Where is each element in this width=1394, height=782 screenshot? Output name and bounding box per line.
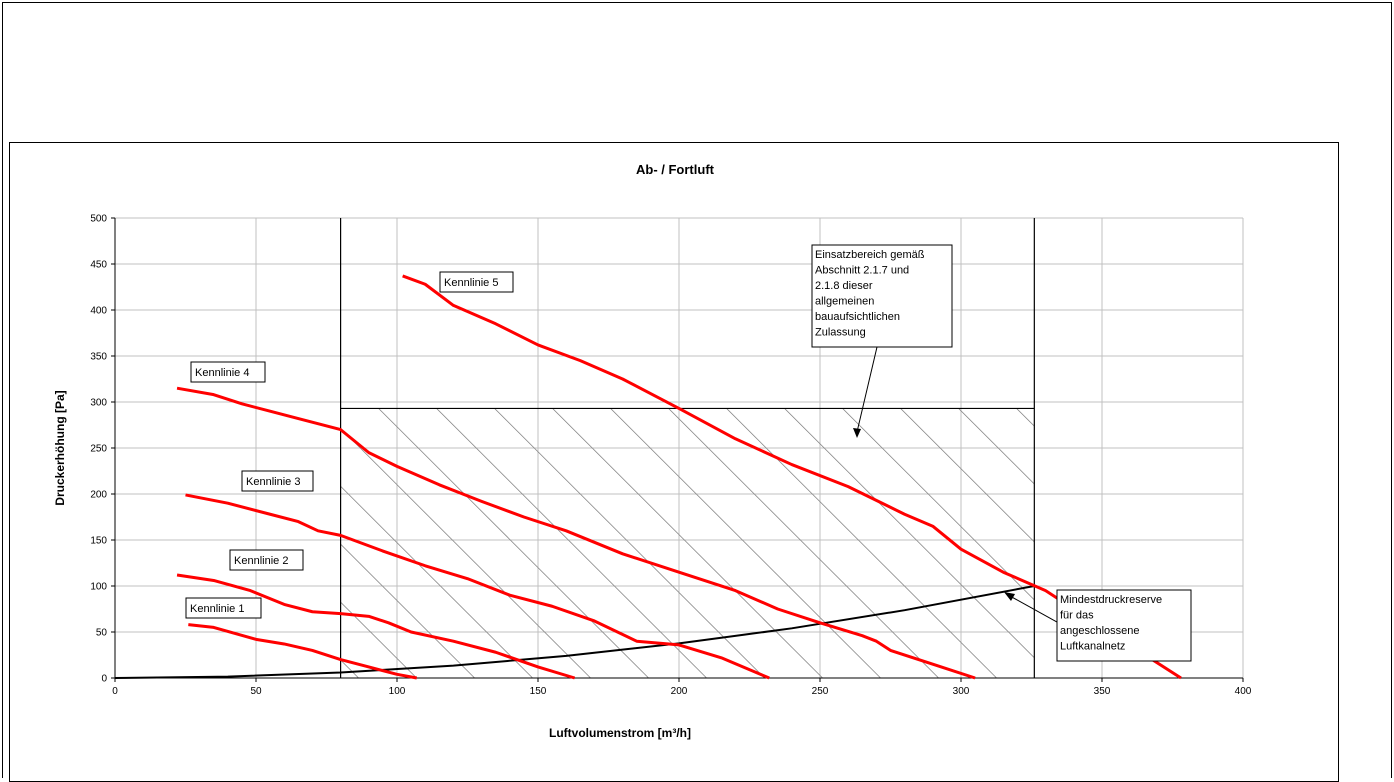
hatch-line bbox=[340, 659, 359, 678]
y-tick-label: 0 bbox=[101, 674, 107, 685]
hatch-line bbox=[1249, 408, 1394, 678]
reserve-annotation-box bbox=[1056, 589, 1192, 662]
x-tick-label: 150 bbox=[530, 686, 547, 697]
y-tick-label: 250 bbox=[90, 444, 107, 455]
range-annotation-line: bauaufsichtlichen bbox=[815, 311, 900, 323]
range-annotation-line: 2.1.8 dieser bbox=[815, 280, 873, 292]
y-tick-label: 450 bbox=[90, 260, 107, 271]
x-tick-label: 200 bbox=[671, 686, 688, 697]
y-tick-label: 500 bbox=[90, 214, 107, 225]
reserve-annotation-line: angeschlossene bbox=[1060, 625, 1140, 637]
range-arrow-line bbox=[856, 346, 878, 433]
range-annotation-line: allgemeinen bbox=[815, 296, 874, 308]
reserve-annotation-line: für das bbox=[1060, 610, 1094, 622]
reserve-arrow-head bbox=[1004, 592, 1015, 601]
series-label-k5: Kennlinie 5 bbox=[444, 277, 498, 289]
y-tick-label: 400 bbox=[90, 306, 107, 317]
series-line-kennlinie-2 bbox=[176, 573, 576, 680]
hatch-line bbox=[494, 408, 765, 678]
series-line-kennlinie-1 bbox=[188, 623, 418, 680]
series-label-k4: Kennlinie 4 bbox=[195, 367, 249, 379]
y-axis-label: Druckerhöhung [Pa] bbox=[53, 390, 67, 505]
label-box-k3 bbox=[241, 470, 314, 492]
hatch-line bbox=[1307, 408, 1394, 678]
range-annotation-line: Abschnitt 2.1.7 und bbox=[815, 265, 909, 277]
hatch-line bbox=[900, 408, 1035, 543]
hatch-line bbox=[958, 408, 1035, 485]
reserve-annotation-line: Mindestdruckreserve bbox=[1060, 594, 1162, 606]
x-tick-label: 50 bbox=[250, 686, 262, 697]
reserve-annotation-line: Luftkanalnetz bbox=[1060, 641, 1125, 653]
hatch-line bbox=[378, 408, 649, 678]
hatch-line bbox=[1365, 408, 1394, 678]
hatch-line bbox=[842, 408, 1035, 601]
label-box-k2 bbox=[229, 549, 304, 571]
hatch-line bbox=[31, 408, 301, 678]
hatch-line bbox=[552, 408, 823, 678]
hatch-line bbox=[340, 543, 475, 678]
hatch-line bbox=[0, 408, 243, 678]
series-line-kennlinie-3 bbox=[185, 493, 770, 680]
series-line-kennlinie-4 bbox=[176, 386, 976, 680]
reserve-curve bbox=[114, 585, 1035, 679]
series-line-kennlinie-5 bbox=[402, 274, 1182, 680]
hatch-line bbox=[0, 408, 11, 678]
x-tick-label: 350 bbox=[1094, 686, 1111, 697]
hatch-line bbox=[726, 408, 997, 678]
x-tick-label: 0 bbox=[112, 686, 118, 697]
reserve-arrow-line bbox=[1009, 595, 1058, 623]
x-axis-label: Luftvolumenstrom [m³/h] bbox=[549, 726, 691, 740]
hatch-line bbox=[340, 427, 591, 678]
x-tick-label: 300 bbox=[953, 686, 970, 697]
y-tick-label: 50 bbox=[96, 628, 108, 639]
x-tick-label: 400 bbox=[1235, 686, 1252, 697]
hatch-line bbox=[668, 408, 939, 678]
hatch-line bbox=[340, 485, 533, 678]
hatch-line bbox=[436, 408, 707, 678]
range-annotation-line: Zulassung bbox=[815, 327, 866, 339]
y-tick-label: 200 bbox=[90, 490, 107, 501]
series-label-k2: Kennlinie 2 bbox=[234, 555, 288, 567]
series-label-k1: Kennlinie 1 bbox=[190, 603, 244, 615]
hatch-line bbox=[784, 408, 1035, 659]
range-annotation-line: Einsatzbereich gemäß bbox=[815, 249, 925, 261]
x-tick-label: 250 bbox=[812, 686, 829, 697]
chart-title: Ab- / Fortluft bbox=[636, 162, 715, 177]
range-annotation-box bbox=[811, 244, 953, 348]
label-box-k4 bbox=[190, 361, 266, 383]
hatch-line bbox=[610, 408, 881, 678]
y-tick-label: 100 bbox=[90, 582, 107, 593]
x-tick-label: 100 bbox=[389, 686, 406, 697]
y-tick-label: 300 bbox=[90, 398, 107, 409]
series-label-k3: Kennlinie 3 bbox=[246, 476, 300, 488]
label-box-k5 bbox=[439, 271, 514, 293]
range-arrow-head bbox=[853, 428, 861, 438]
y-tick-label: 350 bbox=[90, 352, 107, 363]
hatch-line bbox=[340, 601, 417, 678]
hatch-area bbox=[0, 408, 1394, 678]
label-box-k1 bbox=[185, 597, 262, 619]
chart-area bbox=[9, 142, 1339, 782]
hatch-line bbox=[1191, 408, 1394, 678]
y-tick-label: 150 bbox=[90, 536, 107, 547]
